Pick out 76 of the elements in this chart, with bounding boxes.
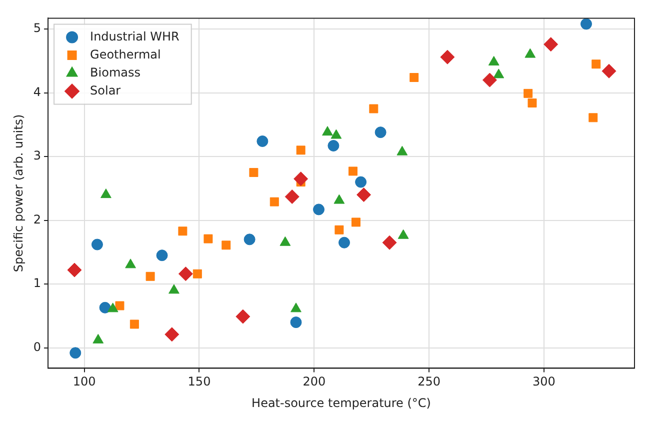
point: [382, 235, 397, 250]
y-tick-label: 4: [33, 84, 42, 99]
y-tick-label: 0: [33, 340, 42, 354]
legend-label: Solar: [90, 83, 121, 98]
point: [602, 64, 616, 78]
point: [178, 266, 193, 282]
y-tick-label: 5: [33, 21, 42, 36]
point: [355, 176, 367, 188]
x-tick-label: 150: [188, 374, 211, 389]
point: [107, 302, 118, 312]
point: [92, 334, 104, 344]
point: [398, 229, 409, 239]
x-tick-label: 100: [72, 374, 96, 389]
point: [222, 240, 231, 250]
point: [396, 146, 408, 156]
point: [330, 129, 342, 139]
point: [130, 320, 139, 329]
x-tick-label: 300: [532, 374, 556, 389]
point: [356, 188, 372, 202]
point: [244, 234, 256, 246]
y-axis-title: Specific power (arb. units): [11, 114, 26, 272]
point: [334, 194, 345, 204]
point: [91, 238, 103, 250]
point: [178, 226, 188, 236]
point: [249, 168, 258, 177]
point: [192, 269, 202, 278]
point: [67, 262, 82, 278]
point: [296, 146, 306, 155]
y-tick-label: 1: [33, 276, 42, 290]
point: [328, 140, 340, 152]
point: [168, 284, 180, 294]
point: [70, 347, 82, 359]
point: [334, 225, 344, 234]
point: [312, 204, 324, 216]
point: [440, 50, 455, 64]
x-axis-title: Heat-source temperature (°C): [252, 396, 431, 410]
point: [482, 72, 497, 88]
x-tick-label: 250: [418, 374, 441, 389]
point: [280, 236, 291, 246]
point: [100, 188, 112, 198]
y-tick-label: 3: [33, 148, 42, 163]
y-tick-label: 2: [33, 212, 42, 226]
point: [493, 68, 504, 78]
point: [374, 126, 386, 138]
point: [588, 113, 598, 122]
point: [351, 218, 360, 227]
point: [115, 301, 124, 310]
point: [236, 309, 250, 324]
point: [488, 56, 500, 66]
point: [592, 60, 601, 69]
point: [125, 258, 136, 268]
point: [369, 104, 378, 114]
point: [322, 126, 333, 136]
point: [524, 88, 533, 98]
point: [348, 166, 358, 176]
legend-label: Geothermal: [90, 47, 161, 62]
point: [146, 272, 155, 281]
point: [156, 250, 168, 262]
point: [410, 72, 419, 82]
legend-label: Industrial WHR: [90, 29, 180, 44]
point: [204, 234, 213, 244]
point: [338, 236, 350, 248]
point: [294, 172, 308, 186]
point: [290, 316, 302, 328]
point: [524, 48, 536, 58]
point: [284, 189, 300, 204]
point: [544, 37, 558, 52]
point: [164, 327, 180, 342]
point: [99, 302, 111, 314]
x-tick-label: 200: [302, 374, 326, 389]
legend-label: Biomass: [90, 65, 141, 80]
point: [290, 302, 302, 312]
point: [580, 18, 592, 30]
point: [256, 135, 268, 147]
point: [270, 197, 279, 206]
point: [528, 98, 537, 108]
